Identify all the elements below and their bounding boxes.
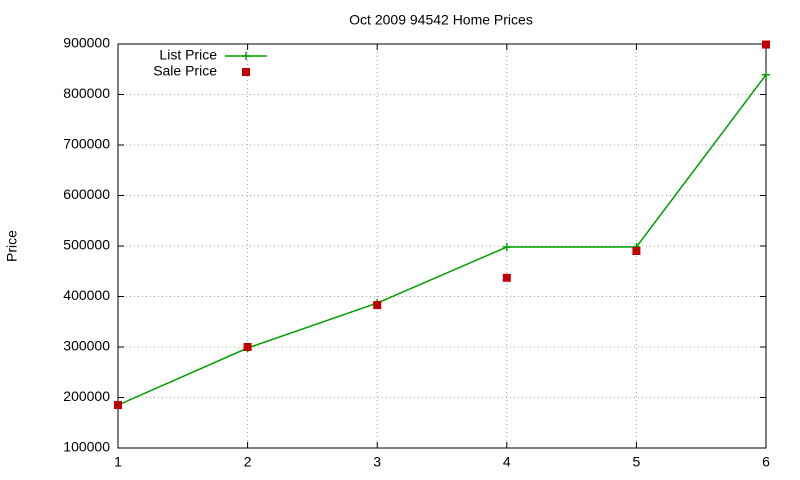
chart-title: Oct 2009 94542 Home Prices (349, 12, 533, 28)
x-tick-label: 3 (373, 454, 381, 470)
y-tick-label: 600000 (63, 186, 110, 202)
series-line (117, 74, 767, 406)
data-point (243, 343, 252, 351)
data-point (632, 247, 641, 256)
y-tick-label: 500000 (63, 237, 110, 253)
x-tick-label: 1 (114, 454, 122, 470)
legend-swatch (242, 68, 250, 76)
x-tick-label: 5 (633, 454, 641, 470)
x-tick-label: 2 (244, 454, 252, 470)
data-point (373, 301, 382, 310)
y-tick-label: 700000 (63, 136, 110, 152)
y-tick-label: 400000 (63, 287, 110, 303)
data-point (502, 273, 511, 282)
data-point (502, 243, 511, 252)
legend-swatch (242, 52, 250, 60)
y-tick-label: 800000 (63, 85, 110, 101)
legend-label: List Price (159, 47, 217, 63)
y-tick-label: 100000 (63, 439, 110, 455)
y-tick-label: 300000 (63, 338, 110, 354)
legend-label: Sale Price (153, 63, 217, 79)
data-point (762, 40, 770, 49)
x-tick-label: 6 (762, 454, 770, 470)
x-tick-label: 4 (503, 454, 511, 470)
y-tick-label: 200000 (63, 388, 110, 404)
y-axis-label: Price (4, 230, 20, 262)
y-tick-label: 900000 (63, 35, 110, 51)
data-point (114, 401, 122, 410)
plot-frame (117, 43, 767, 449)
data-point (762, 70, 770, 79)
